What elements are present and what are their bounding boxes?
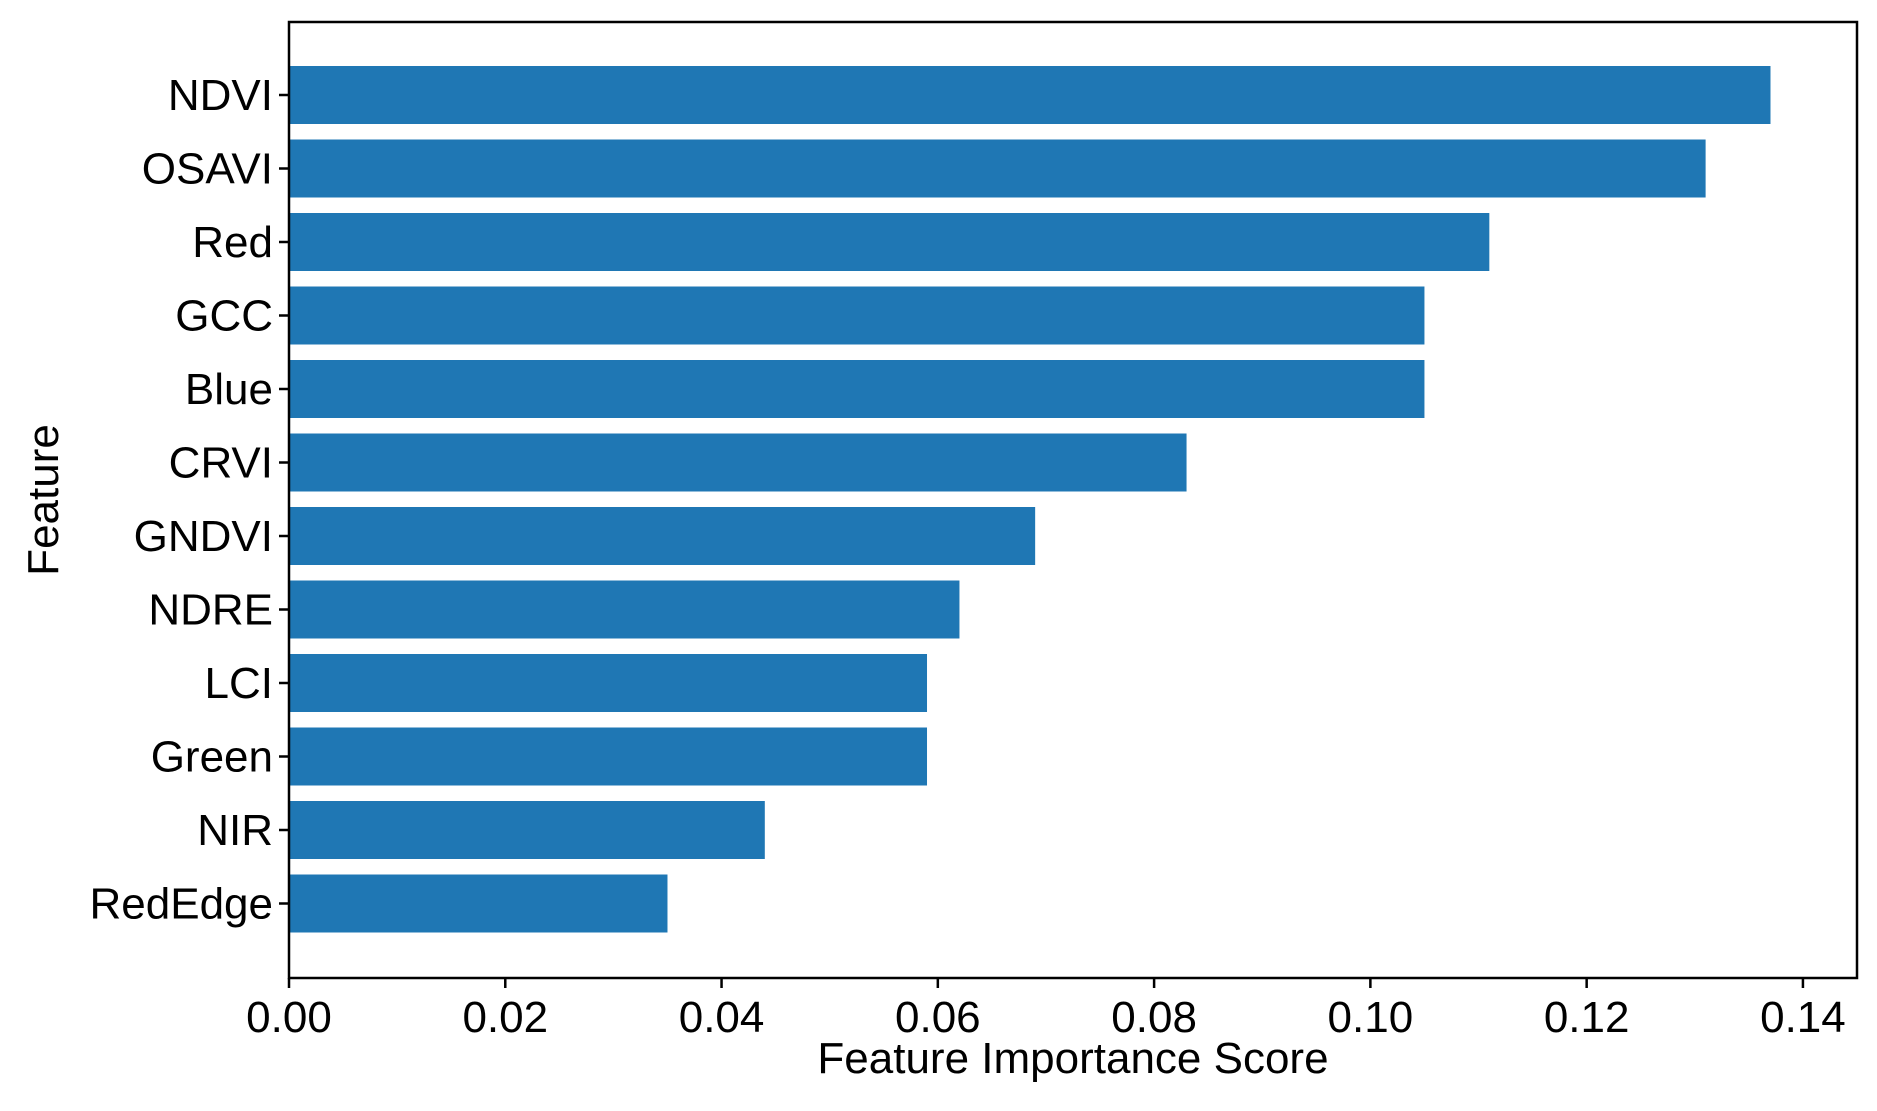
bar-rededge bbox=[289, 874, 668, 933]
bar-green bbox=[289, 727, 928, 786]
y-tick-label: OSAVI bbox=[142, 145, 273, 194]
bar-gcc bbox=[289, 286, 1425, 345]
x-tick-label: 0.08 bbox=[1111, 993, 1197, 1042]
y-tick-label: NDRE bbox=[148, 586, 273, 635]
x-tick-label: 0.00 bbox=[246, 993, 332, 1042]
y-tick-label: Green bbox=[151, 733, 273, 782]
x-tick-label: 0.14 bbox=[1760, 993, 1846, 1042]
y-tick-label: NIR bbox=[197, 806, 273, 855]
bar-osavi bbox=[289, 139, 1706, 198]
y-tick-label: CRVI bbox=[169, 439, 273, 488]
y-axis-label: Feature bbox=[19, 424, 68, 576]
x-axis-ticks: 0.00 0.02 0.04 0.06 0.08 0.10 0.12 0.14 bbox=[246, 978, 1846, 1042]
y-tick-label: GCC bbox=[175, 292, 273, 341]
y-tick-label: RedEdge bbox=[90, 880, 273, 929]
bar-gndvi bbox=[289, 507, 1036, 565]
y-axis-ticks: NDVI OSAVI Red GCC Blue CRVI GNDVI NDRE LCI Green… bbox=[90, 71, 289, 929]
y-tick-label: Red bbox=[192, 218, 273, 267]
x-tick-label: 0.02 bbox=[462, 993, 548, 1042]
y-tick-label: LCI bbox=[205, 659, 273, 708]
bar-ndvi bbox=[289, 66, 1771, 124]
x-tick-label: 0.12 bbox=[1544, 993, 1630, 1042]
y-tick-label: Blue bbox=[185, 365, 273, 414]
bar-ndre bbox=[289, 580, 960, 639]
x-tick-label: 0.06 bbox=[895, 993, 981, 1042]
y-tick-label: NDVI bbox=[168, 71, 273, 120]
bars-layer bbox=[289, 66, 1771, 933]
plot-frame bbox=[287, 20, 1859, 980]
x-axis-label: Feature Importance Score bbox=[817, 1034, 1328, 1083]
bar-red bbox=[289, 213, 1490, 271]
y-tick-label: GNDVI bbox=[134, 512, 273, 561]
x-tick-label: 0.04 bbox=[679, 993, 765, 1042]
bar-crvi bbox=[289, 433, 1187, 492]
bar-lci bbox=[289, 654, 928, 712]
bar-nir bbox=[289, 801, 765, 859]
x-tick-label: 0.10 bbox=[1328, 993, 1414, 1042]
bar-blue bbox=[289, 360, 1425, 418]
